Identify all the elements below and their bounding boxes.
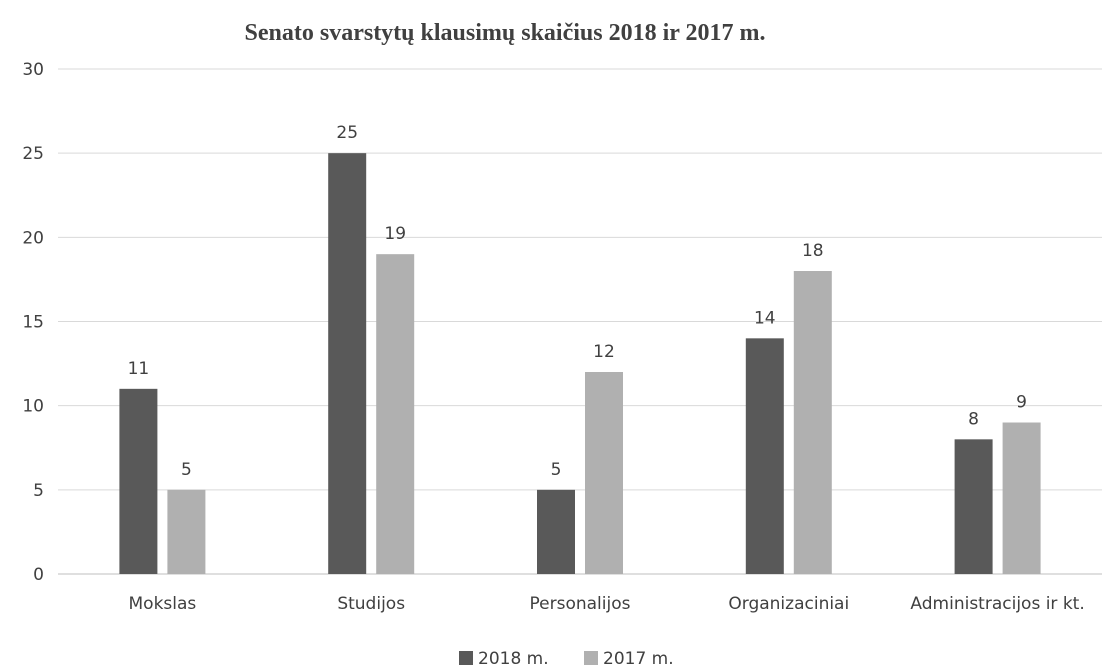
data-label: 9 (1016, 393, 1027, 413)
bar (328, 153, 367, 574)
chart-title: Senato svarstytų klausimų skaičius 2018 … (245, 20, 766, 46)
bar (585, 372, 623, 574)
legend-label: 2017 m. (603, 649, 674, 668)
bar (119, 388, 158, 574)
legend-swatch (584, 651, 598, 665)
bar (537, 489, 575, 574)
y-tick-label: 0 (33, 565, 44, 585)
data-labels: 11 5 25 19 5 12 14 18 8 9 (128, 123, 1027, 480)
data-label: 25 (336, 123, 358, 143)
y-tick-label: 20 (22, 228, 44, 248)
category-label: Mokslas (129, 594, 197, 614)
category-label: Organizaciniai (728, 594, 849, 614)
bar (167, 489, 206, 574)
legend-swatch (459, 651, 473, 665)
y-tick-label: 5 (33, 481, 44, 501)
data-label: 14 (754, 308, 776, 328)
y-tick-label: 25 (22, 144, 44, 164)
bar (376, 254, 415, 574)
data-label: 11 (128, 359, 150, 379)
bar (1002, 422, 1041, 574)
data-label: 5 (551, 460, 562, 480)
y-tick-label: 15 (22, 313, 44, 333)
bar (793, 271, 832, 574)
bar (954, 439, 993, 574)
y-tick-label: 10 (22, 397, 44, 417)
gridlines (58, 68, 1102, 575)
category-label: Administracijos ir kt. (910, 594, 1084, 614)
category-label: Studijos (337, 594, 405, 614)
data-label: 18 (802, 241, 824, 261)
data-label: 12 (593, 342, 615, 362)
x-axis-categories: Mokslas Studijos Personalijos Organizacinia… (129, 594, 1085, 614)
y-axis-ticks: 0 5 10 15 20 25 30 (22, 60, 44, 585)
data-label: 19 (384, 224, 406, 244)
bar (745, 338, 784, 574)
data-label: 8 (968, 409, 979, 429)
legend: 2018 m. 2017 m. (459, 649, 674, 668)
y-tick-label: 30 (22, 60, 44, 80)
category-label: Personalijos (530, 594, 631, 614)
bars (119, 153, 1041, 574)
legend-label: 2018 m. (478, 649, 549, 668)
data-label: 5 (181, 460, 192, 480)
